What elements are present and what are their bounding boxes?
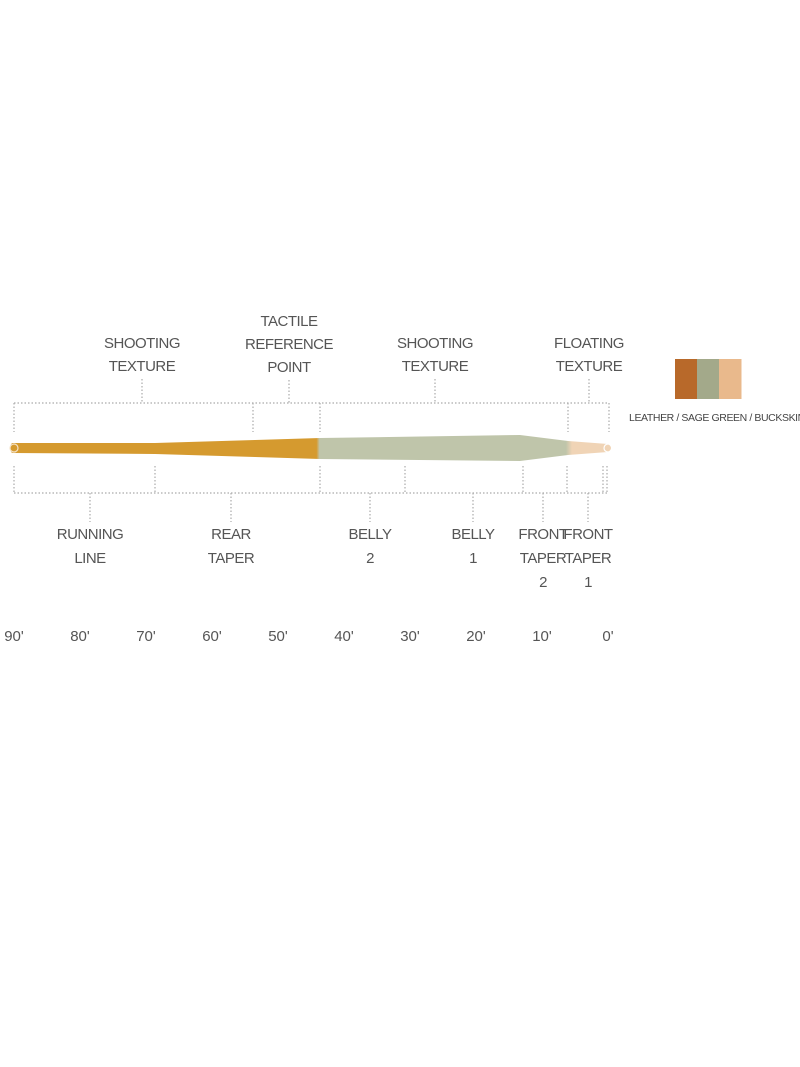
top-label: REFERENCE xyxy=(245,336,334,353)
bottom-label: TAPER xyxy=(520,550,567,567)
bottom-label: REAR xyxy=(211,526,251,543)
axis-tick-label: 10' xyxy=(532,628,552,645)
bottom-label: 2 xyxy=(366,550,374,567)
legend-label: LEATHER / SAGE GREEN / BUCKSKIN xyxy=(629,412,800,424)
bottom-label: FRONT xyxy=(518,526,567,543)
axis-tick-label: 60' xyxy=(202,628,222,645)
top-label: TEXTURE xyxy=(109,358,176,375)
top-label: TEXTURE xyxy=(402,358,469,375)
top-label: TACTILE xyxy=(260,313,318,330)
top-label: POINT xyxy=(267,359,311,376)
bottom-label: RUNNING xyxy=(57,526,124,543)
bottom-label: FRONT xyxy=(563,526,612,543)
bottom-label: LINE xyxy=(74,550,106,567)
bracket-lines xyxy=(14,402,609,494)
bottom-label: BELLY xyxy=(348,526,392,543)
bottom-label: 1 xyxy=(469,550,477,567)
axis-tick-label: 20' xyxy=(466,628,486,645)
axis-tick-label: 80' xyxy=(70,628,90,645)
top-label: TEXTURE xyxy=(556,358,623,375)
axis-tick-label: 70' xyxy=(136,628,156,645)
bottom-label: 2 xyxy=(539,574,547,591)
legend-swatch xyxy=(675,359,698,399)
axis-tick-label: 0' xyxy=(602,628,613,645)
bottom-label: 1 xyxy=(584,574,592,591)
top-label: FLOATING xyxy=(554,335,624,352)
axis-tick-label: 30' xyxy=(400,628,420,645)
axis-tick-label: 50' xyxy=(268,628,288,645)
rear-loop xyxy=(9,443,19,453)
legend-swatch xyxy=(719,359,742,399)
axis-tick-label: 90' xyxy=(4,628,24,645)
legend-swatch xyxy=(697,359,720,399)
front-loop xyxy=(603,443,613,453)
axis-tick-label: 40' xyxy=(334,628,354,645)
top-label: SHOOTING xyxy=(397,335,473,352)
fly-line xyxy=(10,435,611,461)
top-label: SHOOTING xyxy=(104,335,180,352)
bottom-label: TAPER xyxy=(565,550,612,567)
bottom-label: BELLY xyxy=(451,526,495,543)
bottom-label: TAPER xyxy=(208,550,255,567)
